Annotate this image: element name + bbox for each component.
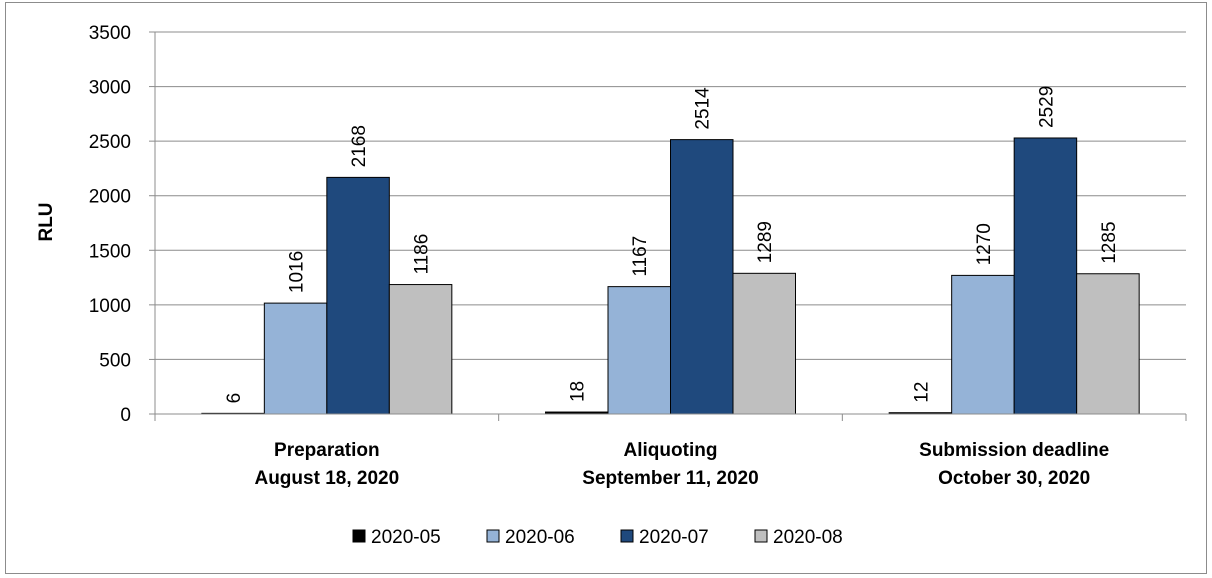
y-tick-label: 1000 <box>89 296 131 317</box>
data-label: 1289 <box>755 221 776 263</box>
data-labels: 6 1016 2168 1186 18 1167 2514 1289 12 1270 2529 128… <box>224 86 1120 404</box>
bar-2020-06 <box>263 302 328 415</box>
bar-2020-08 <box>1076 273 1140 415</box>
data-label: 2168 <box>349 125 370 167</box>
y-tick-label: 2000 <box>89 187 131 208</box>
y-tick-label: 3500 <box>89 23 131 44</box>
legend-label: 2020-06 <box>505 527 575 548</box>
bar-2020-06 <box>951 274 1015 415</box>
x-category-label: August 18, 2020 <box>254 468 399 489</box>
bar-2020-07 <box>1013 137 1078 415</box>
data-label: 12 <box>911 382 932 403</box>
x-category-label: Submission deadline <box>919 440 1109 461</box>
y-tick-label: 1500 <box>89 241 131 262</box>
x-category-label: Aliquoting <box>624 440 718 461</box>
bar-2020-06 <box>607 286 671 415</box>
legend-label: 2020-07 <box>639 527 709 548</box>
legend-label: 2020-08 <box>773 527 843 548</box>
bar-2020-08 <box>732 272 796 415</box>
legend-swatch <box>352 529 366 543</box>
data-label: 1016 <box>287 251 308 293</box>
legend-swatch <box>486 529 500 543</box>
y-tick-label: 2500 <box>89 132 131 153</box>
legend-swatch <box>754 529 768 543</box>
data-label: 6 <box>224 393 245 404</box>
y-axis-label: RLU <box>36 202 57 241</box>
bar-2020-07 <box>670 139 734 415</box>
legend-swatch <box>620 529 634 543</box>
bar-2020-07 <box>326 176 390 415</box>
legend: 2020-05 2020-06 2020-07 2020-08 <box>352 527 843 548</box>
y-tick-label: 3000 <box>89 78 131 99</box>
x-category-label: Preparation <box>274 440 380 461</box>
data-label: 1270 <box>974 223 995 265</box>
legend-label: 2020-05 <box>371 527 441 548</box>
data-label: 2529 <box>1036 86 1057 128</box>
x-category-label: October 30, 2020 <box>938 468 1090 489</box>
axes <box>154 32 1187 421</box>
data-label: 1167 <box>630 236 651 277</box>
bar-2020-08 <box>388 284 453 415</box>
data-label: 18 <box>568 381 589 402</box>
data-label: 1186 <box>412 234 433 275</box>
y-tick-label: 500 <box>99 350 131 371</box>
y-axis-ticks: 0 500 1000 1500 2000 2500 3000 3500 <box>89 23 155 426</box>
data-label: 2514 <box>693 87 714 130</box>
data-label: 1285 <box>1099 221 1120 263</box>
bars <box>201 137 1140 415</box>
x-category-label: September 11, 2020 <box>582 468 758 489</box>
y-tick-label: 0 <box>120 405 131 426</box>
x-axis-categories: Preparation August 18, 2020 Aliquoting Sept… <box>254 440 1109 489</box>
